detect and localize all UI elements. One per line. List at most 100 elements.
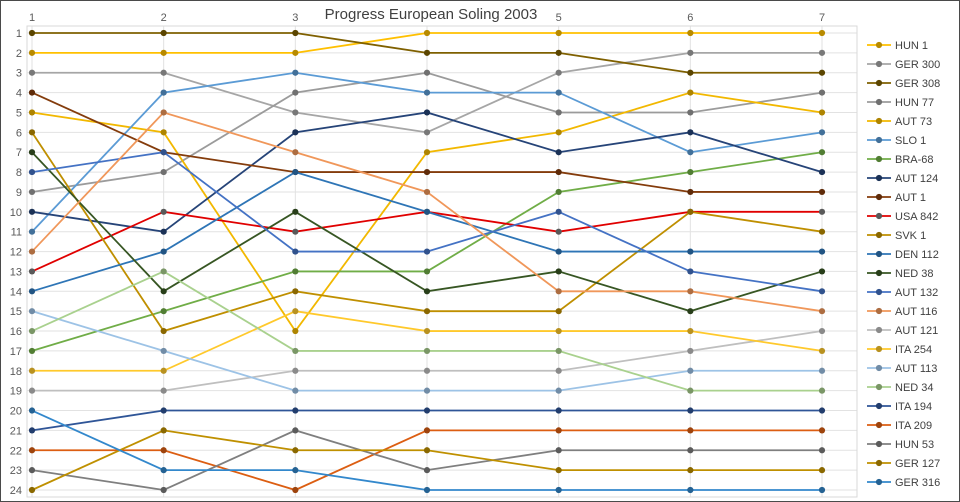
- data-point: [423, 427, 431, 434]
- legend-item-aut-73[interactable]: AUT 73: [867, 116, 932, 128]
- legend-swatch-marker: [875, 345, 883, 353]
- series-ned-38[interactable]: [28, 149, 826, 315]
- legend-item-aut-124[interactable]: AUT 124: [867, 173, 938, 185]
- series-ger-308[interactable]: [28, 29, 826, 76]
- legend-item-aut-113[interactable]: AUT 113: [867, 363, 937, 375]
- legend-swatch-marker: [875, 326, 883, 334]
- data-point: [292, 109, 299, 116]
- data-point: [555, 69, 562, 76]
- data-point: [555, 109, 562, 116]
- data-point: [160, 327, 167, 335]
- legend-item-ned-34[interactable]: NED 34: [867, 382, 934, 394]
- data-point: [292, 268, 299, 275]
- legend-label: ITA 254: [895, 344, 932, 356]
- legend-item-usa-842[interactable]: USA 842: [867, 211, 938, 223]
- data-point: [818, 447, 826, 454]
- series-aut-124[interactable]: [28, 109, 826, 235]
- legend-item-aut-132[interactable]: AUT 132: [867, 287, 938, 299]
- legend-label: HUN 1: [895, 40, 928, 52]
- legend-item-aut-1[interactable]: AUT 1: [867, 192, 926, 204]
- legend-swatch-marker: [875, 79, 883, 87]
- svg-text:19: 19: [10, 386, 22, 398]
- svg-text:5: 5: [16, 107, 22, 119]
- legend-label: GER 316: [895, 477, 940, 489]
- data-point: [818, 486, 826, 494]
- legend-item-hun-53[interactable]: HUN 53: [867, 439, 934, 451]
- legend-swatch-marker: [875, 60, 883, 68]
- series-svk-1[interactable]: [28, 129, 826, 335]
- svg-text:6: 6: [16, 127, 22, 139]
- data-point: [160, 288, 167, 295]
- legend-item-ita-209[interactable]: ITA 209: [867, 420, 932, 432]
- series-ger-127[interactable]: [28, 427, 826, 494]
- series-ita-194[interactable]: [28, 407, 826, 434]
- legend-item-aut-116[interactable]: AUT 116: [867, 306, 937, 318]
- series-aut-116[interactable]: [28, 109, 826, 315]
- series-ita-254[interactable]: [28, 308, 826, 374]
- data-point: [423, 327, 431, 335]
- legend-item-aut-121[interactable]: AUT 121: [867, 325, 938, 337]
- data-point: [28, 168, 36, 176]
- series-aut-121[interactable]: [28, 327, 826, 394]
- data-point: [687, 188, 694, 196]
- legend-item-ger-308[interactable]: GER 308: [867, 78, 940, 90]
- legend-item-ger-300[interactable]: GER 300: [867, 59, 940, 71]
- data-point: [687, 89, 694, 96]
- data-point: [687, 288, 694, 295]
- svg-text:3: 3: [292, 12, 298, 24]
- series-den-112[interactable]: [28, 168, 826, 295]
- data-point: [292, 407, 299, 414]
- legend-item-ger-316[interactable]: GER 316: [867, 477, 940, 489]
- legend-item-hun-1[interactable]: HUN 1: [867, 40, 928, 52]
- data-point: [818, 69, 826, 76]
- series-aut-113[interactable]: [28, 308, 826, 394]
- series-aut-73[interactable]: [28, 89, 826, 335]
- series-ita-209[interactable]: [28, 427, 826, 494]
- data-point: [687, 467, 694, 474]
- data-point: [292, 29, 299, 37]
- legend-item-ita-254[interactable]: ITA 254: [867, 344, 932, 356]
- legend-swatch-marker: [875, 155, 883, 163]
- data-point: [818, 347, 826, 355]
- legend-item-bra-68[interactable]: BRA-68: [867, 154, 934, 166]
- data-point: [687, 407, 694, 414]
- legend-swatch-marker: [875, 307, 883, 315]
- legend-swatch-marker: [875, 269, 883, 277]
- series-aut-132[interactable]: [28, 149, 826, 295]
- legend-item-ger-127[interactable]: GER 127: [867, 458, 940, 470]
- series-hun-77[interactable]: [28, 69, 826, 196]
- svg-text:2: 2: [161, 12, 167, 24]
- data-point: [818, 228, 826, 235]
- data-point: [160, 486, 167, 494]
- data-point: [160, 109, 167, 116]
- legend-item-slo-1[interactable]: SLO 1: [867, 135, 926, 147]
- series-hun-1[interactable]: [28, 29, 826, 56]
- series-ned-34[interactable]: [28, 268, 826, 394]
- legend-swatch-marker: [875, 383, 883, 391]
- svg-text:1: 1: [29, 12, 35, 24]
- legend-item-svk-1[interactable]: SVK 1: [867, 230, 926, 242]
- data-point: [687, 149, 694, 156]
- data-point: [555, 268, 562, 275]
- series-slo-1[interactable]: [28, 69, 826, 235]
- data-point: [28, 89, 36, 96]
- data-point: [687, 168, 694, 176]
- legend-label: AUT 1: [895, 192, 926, 204]
- legend-item-den-112[interactable]: DEN 112: [867, 249, 939, 261]
- legend-item-hun-77[interactable]: HUN 77: [867, 97, 934, 109]
- series-bra-68[interactable]: [28, 149, 826, 355]
- legend-label: NED 34: [895, 382, 934, 394]
- legend-item-ned-38[interactable]: NED 38: [867, 268, 934, 280]
- data-point: [28, 367, 36, 374]
- series-hun-53[interactable]: [28, 427, 826, 494]
- data-point: [818, 29, 826, 37]
- data-point: [555, 288, 562, 295]
- legend-label: HUN 53: [895, 439, 934, 451]
- data-point: [28, 149, 36, 156]
- series-ger-300[interactable]: [28, 49, 826, 136]
- series-ger-316[interactable]: [28, 407, 826, 494]
- data-point: [160, 49, 167, 56]
- data-point: [423, 109, 431, 116]
- legend-item-ita-194[interactable]: ITA 194: [867, 401, 932, 413]
- data-point: [687, 387, 694, 394]
